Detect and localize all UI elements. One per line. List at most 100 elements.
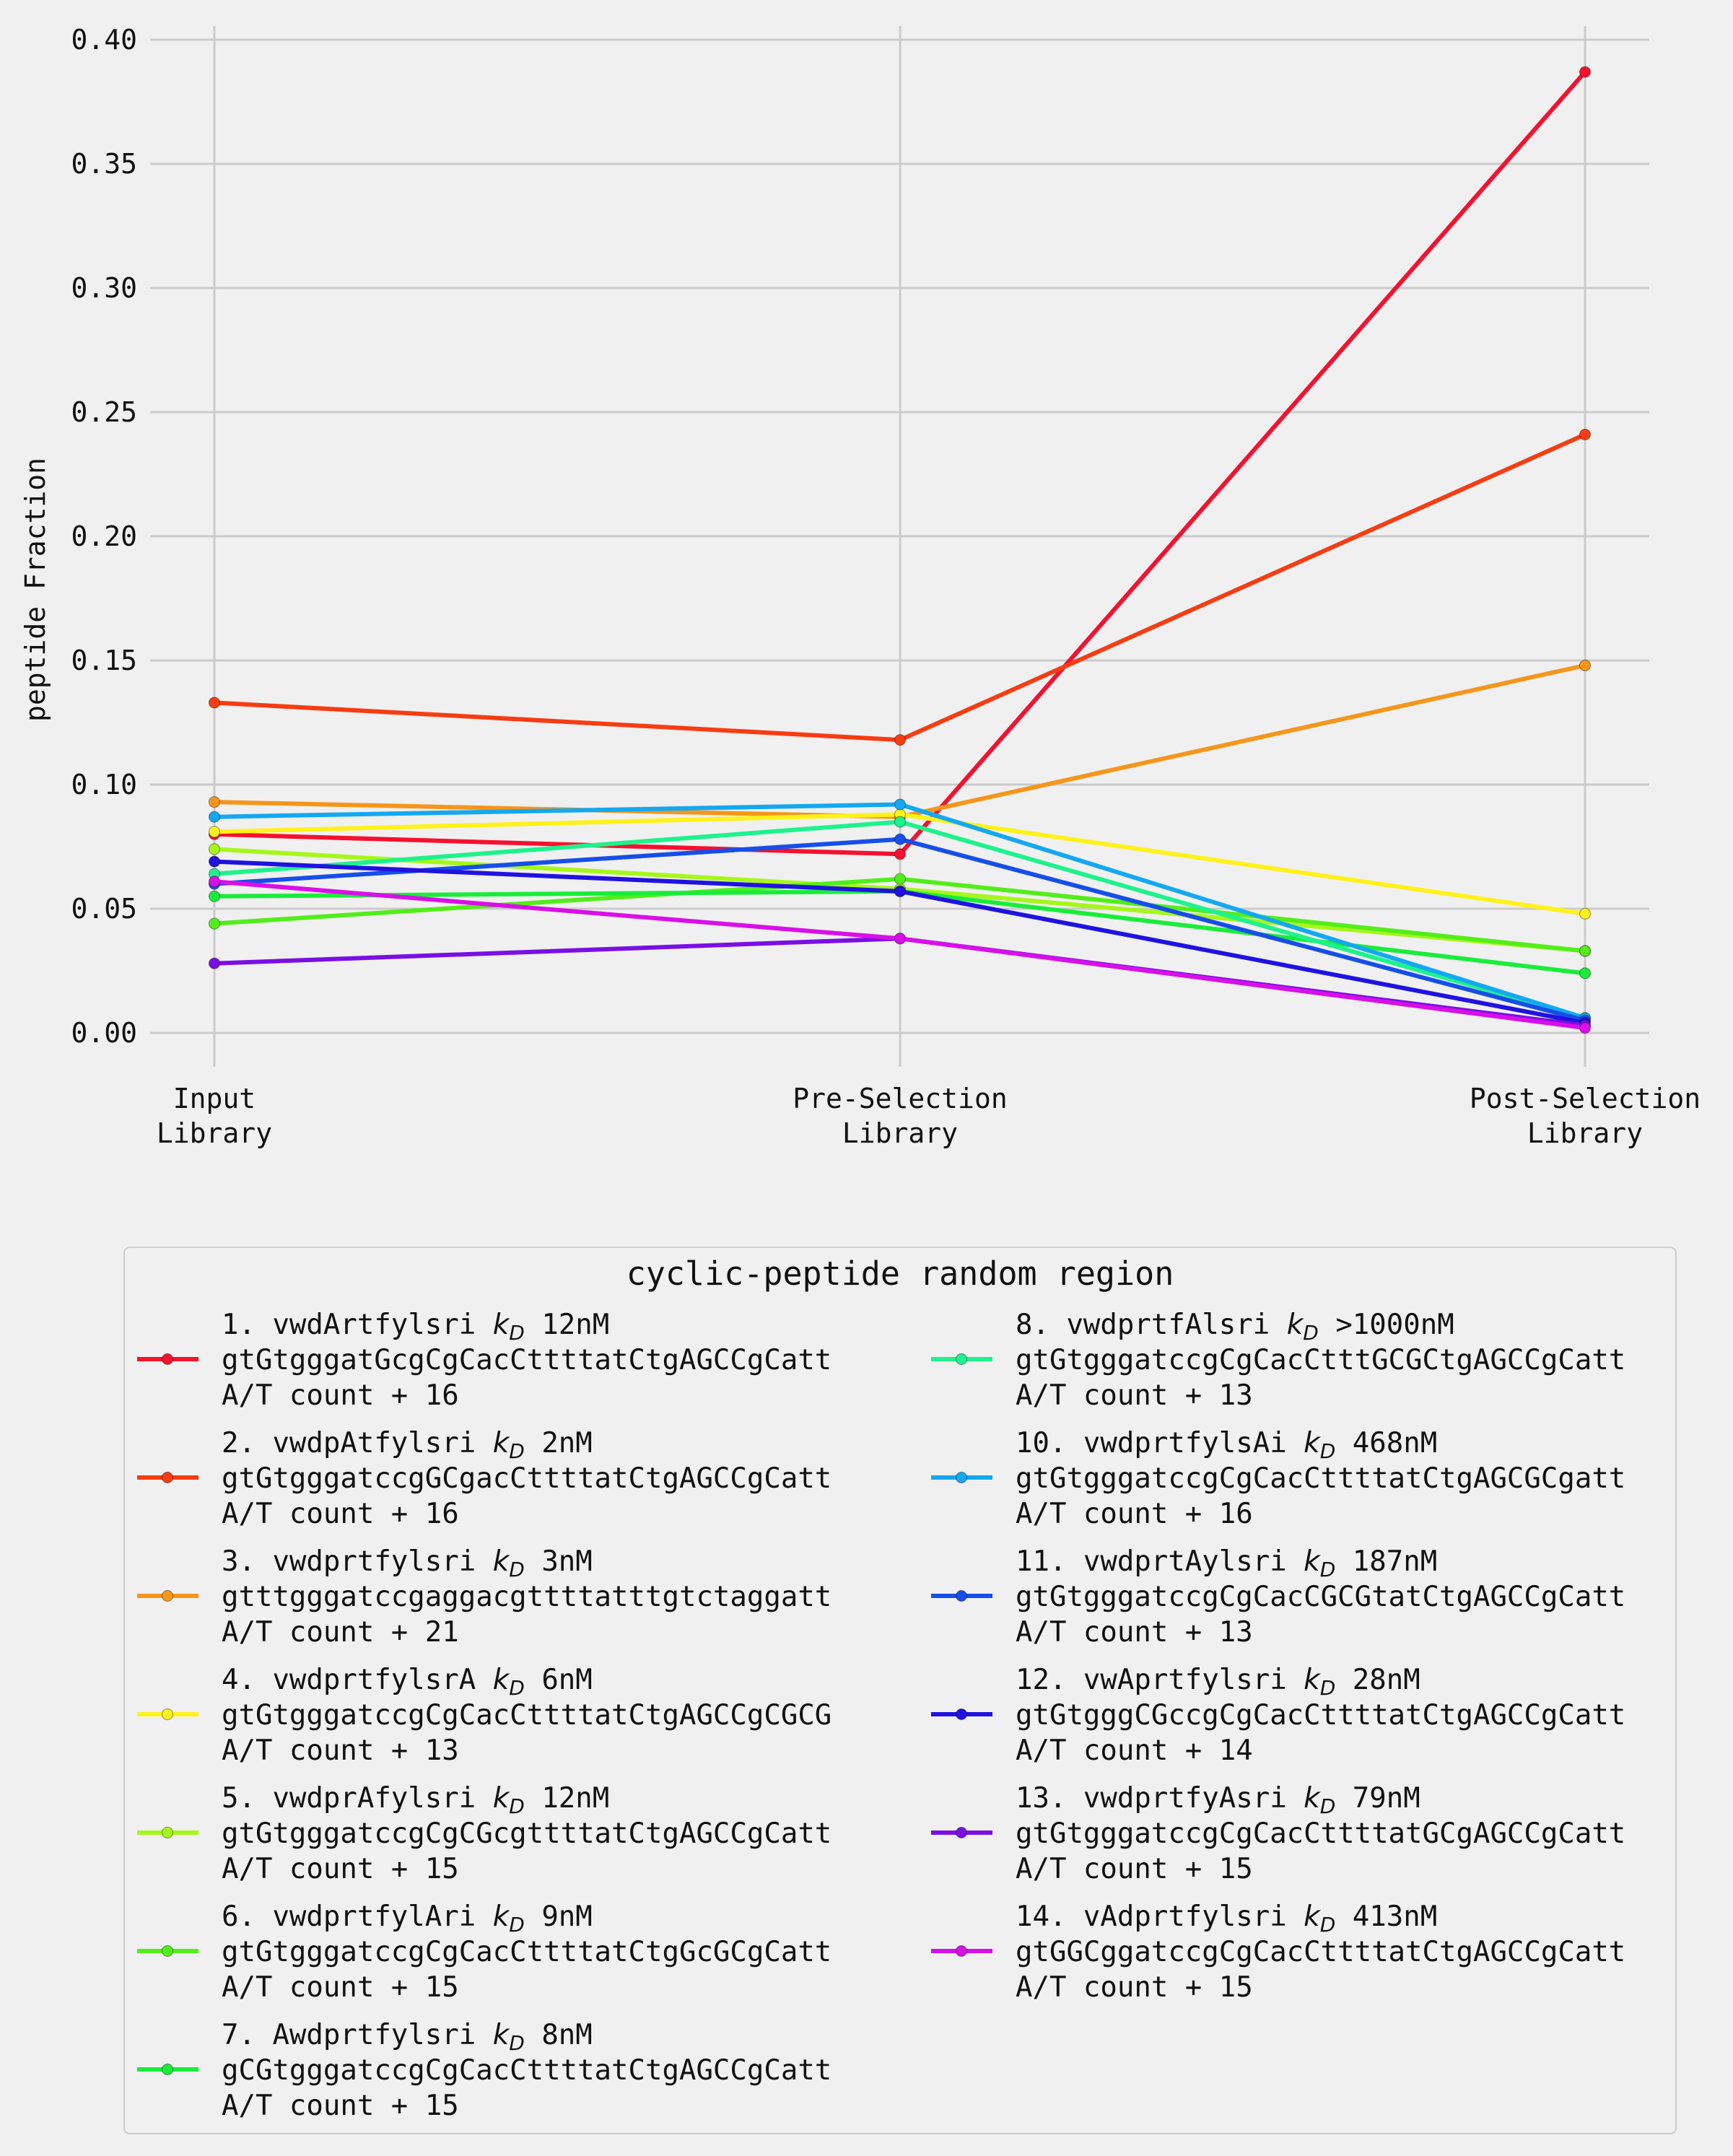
legend-at-count: A/T count + 16	[222, 1498, 459, 1530]
data-point	[894, 885, 907, 898]
data-point	[1579, 66, 1592, 78]
legend-label: 10. vwdprtfylsAi kD 468nM	[1016, 1427, 1437, 1463]
legend-item-4: 4. vwdprtfylsrA kD 6nMgtGtgggatccgCgCacC…	[137, 1664, 831, 1767]
legend-item-3: 3. vwdprtfylsri kD 3nMgtttgggatccgaggacg…	[137, 1545, 831, 1649]
legend-sequence: gtGtgggatccgCgCacCttttatGCgAGCCgCatt	[1016, 1817, 1625, 1850]
legend-label: 2. vwdpAtfylsri kD 2nM	[222, 1427, 593, 1463]
legend-sequence: gtGtgggCGccgCgCacCttttatCtgAGCCgCatt	[1016, 1699, 1625, 1732]
legend-marker	[955, 1826, 968, 1839]
y-tick-label: 0.40	[71, 24, 137, 56]
legend-label: 6. vwdprtfylAri kD 9nM	[222, 1900, 593, 1937]
legend-items: 1. vwdArtfylsri kD 12nMgtGtgggatGcgCgCac…	[137, 1309, 1625, 2122]
legend-label: 3. vwdprtfylsri kD 3nM	[222, 1545, 593, 1581]
data-point	[894, 798, 907, 811]
data-point	[208, 957, 221, 969]
y-tick-label: 0.15	[71, 645, 137, 676]
legend-item-11: 11. vwdprtAylsri kD 187nMgtGtgggatccgCgC…	[931, 1545, 1625, 1649]
series-2	[208, 428, 1592, 746]
legend: cyclic-peptide random region 1. vwdArtfy…	[123, 1247, 1677, 2134]
legend-marker	[161, 1471, 174, 1484]
grid	[150, 26, 1649, 1067]
y-tick-label: 0.25	[71, 396, 137, 428]
y-axis-label: peptide Fraction	[19, 458, 51, 722]
legend-sequence: gCGtgggatccgCgCacCttttatCtgAGCCgCatt	[222, 2054, 831, 2087]
series-14	[208, 876, 1592, 1034]
legend-sequence: gtGtgggatccgCgCGcgttttatCtgAGCCgCatt	[222, 1817, 831, 1850]
y-tick-label: 0.10	[71, 769, 137, 800]
legend-at-count: A/T count + 13	[222, 1734, 459, 1767]
data-point	[208, 917, 221, 930]
legend-marker	[955, 1945, 968, 1958]
legend-at-count: A/T count + 13	[1016, 1616, 1253, 1649]
data-point	[1579, 945, 1592, 957]
legend-sequence: gtGGCggatccgCgCacCttttatCtgAGCCgCatt	[1016, 1936, 1625, 1968]
legend-marker	[161, 2063, 174, 2076]
x-tick-label: Input Library	[157, 1083, 272, 1149]
legend-at-count: A/T count + 14	[1016, 1734, 1253, 1767]
legend-marker	[161, 1353, 174, 1366]
data-point	[208, 890, 221, 902]
legend-at-count: A/T count + 15	[1016, 1853, 1253, 1885]
legend-label: 13. vwdprtfyAsri kD 79nM	[1016, 1782, 1420, 1818]
data-point	[208, 855, 221, 868]
legend-at-count: A/T count + 15	[222, 1853, 459, 1885]
y-tick-label: 0.35	[71, 148, 137, 180]
legend-marker	[161, 1708, 174, 1721]
y-tick-label: 0.05	[71, 893, 137, 925]
legend-label: 7. Awdprtfylsri kD 8nM	[222, 2019, 593, 2055]
series-lines	[208, 66, 1592, 1034]
data-point	[1579, 659, 1592, 672]
y-axis-ticks: 0.00 0.05 0.10 0.15 0.20 0.25 0.30 0.35 0.40	[71, 24, 137, 1049]
legend-item-1: 1. vwdArtfylsri kD 12nMgtGtgggatGcgCgCac…	[137, 1309, 831, 1412]
x-tick-label: Post-Selection Library	[1470, 1083, 1701, 1149]
legend-marker	[955, 1589, 968, 1602]
legend-at-count: A/T count + 15	[222, 2090, 459, 2122]
legend-sequence: gtGtgggatccgCgCacCGCGtatCtgAGCCgCatt	[1016, 1581, 1625, 1613]
data-point	[1579, 428, 1592, 441]
data-point	[208, 826, 221, 838]
legend-marker	[955, 1708, 968, 1721]
data-point	[208, 795, 221, 808]
legend-at-count: A/T count + 15	[222, 1971, 459, 2004]
data-point	[1579, 1021, 1592, 1034]
data-point	[208, 876, 221, 888]
legend-marker	[161, 1826, 174, 1839]
data-point	[894, 848, 907, 860]
legend-item-5: 5. vwdprAfylsri kD 12nMgtGtgggatccgCgCGc…	[137, 1782, 831, 1885]
data-point	[894, 833, 907, 845]
legend-label: 12. vwAprtfylsri kD 28nM	[1016, 1664, 1420, 1700]
data-point	[208, 697, 221, 709]
legend-item-10: 10. vwdprtfylsAi kD 468nMgtGtgggatccgCgC…	[931, 1427, 1625, 1530]
legend-item-7: 7. Awdprtfylsri kD 8nMgCGtgggatccgCgCacC…	[137, 2019, 831, 2122]
data-point	[894, 816, 907, 828]
y-tick-label: 0.00	[71, 1017, 137, 1049]
legend-item-13: 13. vwdprtfyAsri kD 79nMgtGtgggatccgCgCa…	[931, 1782, 1625, 1885]
data-point	[894, 933, 907, 945]
legend-at-count: A/T count + 16	[222, 1379, 459, 1412]
legend-at-count: A/T count + 13	[1016, 1379, 1253, 1412]
data-point	[1579, 967, 1592, 979]
legend-sequence: gtGtgggatccgCgCacCttttatCtgAGCGCgatt	[1016, 1462, 1625, 1495]
y-tick-label: 0.30	[71, 272, 137, 304]
legend-item-12: 12. vwAprtfylsri kD 28nMgtGtgggCGccgCgCa…	[931, 1664, 1625, 1767]
legend-at-count: A/T count + 21	[222, 1616, 459, 1649]
x-tick-label: Pre-Selection Library	[793, 1083, 1007, 1149]
legend-sequence: gtGtgggatccgCgCacCttttatCtgGcGCgCatt	[222, 1936, 831, 1968]
legend-box	[123, 1247, 1677, 2134]
legend-marker	[955, 1353, 968, 1366]
legend-label: 4. vwdprtfylsrA kD 6nM	[222, 1664, 593, 1700]
legend-marker	[161, 1589, 174, 1602]
legend-sequence: gtGtgggatGcgCgCacCttttatCtgAGCCgCatt	[222, 1344, 831, 1376]
x-axis-ticks: Input Library Pre-Selection Library Post-Sel…	[157, 1083, 1701, 1149]
y-tick-label: 0.20	[71, 520, 137, 552]
series-6	[208, 873, 1592, 957]
data-point	[894, 873, 907, 885]
legend-title: cyclic-peptide random region	[627, 1254, 1174, 1293]
legend-at-count: A/T count + 15	[1016, 1971, 1253, 2004]
legend-label: 1. vwdArtfylsri kD 12nM	[222, 1309, 609, 1345]
legend-sequence: gtGtgggatccgGCgacCttttatCtgAGCCgCatt	[222, 1462, 831, 1495]
data-point	[894, 733, 907, 746]
legend-marker	[161, 1945, 174, 1958]
data-point	[1579, 907, 1592, 920]
legend-label: 8. vwdprtfAlsri kD >1000nM	[1016, 1309, 1454, 1345]
